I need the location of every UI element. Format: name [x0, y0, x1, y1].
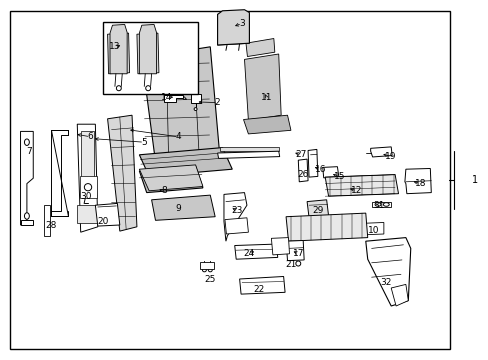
Polygon shape [77, 124, 98, 232]
Text: 30: 30 [80, 192, 91, 201]
Text: 31: 31 [372, 201, 384, 210]
Polygon shape [163, 95, 183, 102]
Text: 26: 26 [297, 170, 308, 179]
Text: 25: 25 [204, 275, 216, 284]
Polygon shape [81, 131, 94, 184]
Ellipse shape [84, 184, 92, 191]
Text: 16: 16 [314, 165, 325, 174]
Ellipse shape [374, 203, 380, 206]
Text: 21: 21 [285, 260, 296, 269]
Ellipse shape [24, 213, 29, 219]
Polygon shape [306, 200, 328, 217]
Polygon shape [365, 238, 410, 306]
Bar [220, 147, 278, 151]
Text: 10: 10 [367, 226, 379, 235]
Polygon shape [370, 147, 391, 157]
Ellipse shape [208, 268, 212, 272]
Polygon shape [139, 24, 156, 74]
Text: 20: 20 [97, 217, 108, 226]
Polygon shape [82, 183, 97, 197]
Polygon shape [298, 159, 307, 182]
Text: 19: 19 [385, 152, 396, 161]
Polygon shape [95, 203, 120, 226]
Polygon shape [371, 202, 390, 207]
Ellipse shape [295, 261, 300, 266]
Polygon shape [285, 213, 367, 241]
Polygon shape [51, 130, 68, 216]
Polygon shape [234, 244, 277, 259]
Text: 1: 1 [471, 175, 477, 185]
Text: 18: 18 [414, 179, 426, 188]
Polygon shape [20, 220, 33, 225]
Text: 28: 28 [45, 220, 57, 230]
Polygon shape [325, 175, 398, 196]
Text: 5: 5 [141, 138, 147, 147]
Polygon shape [390, 284, 407, 306]
Bar [190, 94, 201, 103]
Polygon shape [217, 151, 279, 158]
Text: 6: 6 [87, 132, 93, 141]
Polygon shape [80, 176, 97, 198]
Polygon shape [285, 240, 304, 261]
Ellipse shape [194, 108, 197, 111]
Polygon shape [224, 193, 246, 241]
Polygon shape [139, 165, 203, 191]
Text: 7: 7 [26, 147, 32, 156]
Ellipse shape [202, 268, 206, 272]
Polygon shape [77, 205, 98, 223]
Text: 24: 24 [243, 249, 255, 258]
Text: 9: 9 [175, 204, 181, 213]
Polygon shape [239, 276, 285, 294]
Polygon shape [107, 115, 137, 231]
Polygon shape [107, 33, 129, 74]
Polygon shape [404, 168, 430, 194]
Text: 23: 23 [231, 206, 243, 215]
Polygon shape [271, 238, 289, 255]
Ellipse shape [116, 86, 121, 91]
Polygon shape [110, 24, 127, 74]
Text: 12: 12 [350, 186, 362, 195]
Polygon shape [151, 195, 215, 220]
Text: 3: 3 [239, 19, 244, 28]
Text: 8: 8 [161, 186, 166, 195]
Polygon shape [245, 39, 274, 57]
Text: 32: 32 [380, 278, 391, 287]
Text: 29: 29 [311, 206, 323, 215]
Text: 4: 4 [175, 132, 181, 141]
Polygon shape [44, 205, 50, 236]
Text: 22: 22 [253, 285, 264, 294]
Text: 17: 17 [292, 249, 304, 258]
Polygon shape [137, 33, 159, 74]
Polygon shape [307, 149, 317, 177]
Polygon shape [243, 115, 290, 134]
Polygon shape [224, 218, 248, 234]
Text: 11: 11 [260, 93, 272, 102]
Polygon shape [217, 14, 249, 45]
Polygon shape [139, 166, 203, 193]
Text: 13: 13 [109, 42, 121, 51]
Polygon shape [217, 10, 249, 45]
Text: 14: 14 [160, 93, 172, 102]
Polygon shape [20, 131, 33, 225]
Text: 27: 27 [294, 150, 306, 159]
Bar [102, 22, 198, 94]
Bar [200, 262, 214, 269]
Polygon shape [244, 54, 281, 121]
Ellipse shape [24, 139, 29, 145]
Polygon shape [365, 222, 383, 235]
Ellipse shape [145, 86, 150, 91]
Polygon shape [322, 167, 338, 178]
Polygon shape [139, 148, 232, 176]
Ellipse shape [383, 203, 388, 206]
Polygon shape [142, 47, 220, 169]
Ellipse shape [287, 252, 293, 259]
Text: 2: 2 [214, 98, 220, 107]
Text: 15: 15 [333, 172, 345, 181]
